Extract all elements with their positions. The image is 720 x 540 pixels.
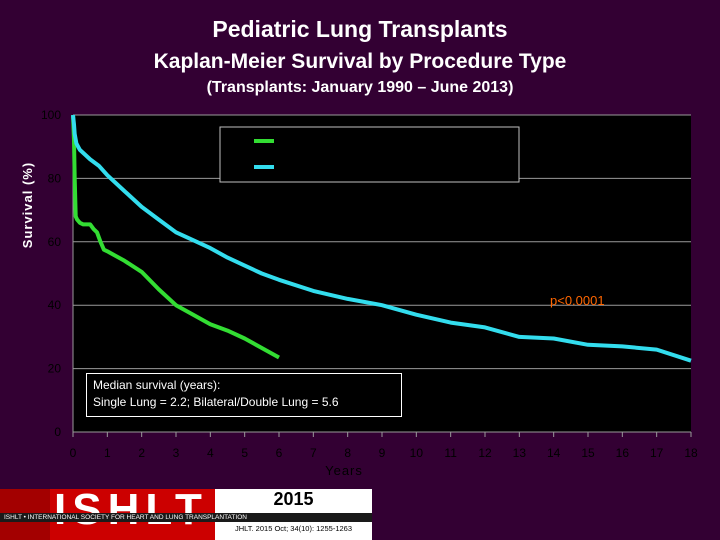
x-tick-label: 12 bbox=[478, 446, 492, 460]
y-tick-label: 100 bbox=[41, 108, 61, 122]
y-tick-label: 0 bbox=[54, 425, 61, 439]
survival-line bbox=[71, 114, 692, 363]
ishlt-logo-text: ISHLT bbox=[54, 489, 208, 534]
footer-year: 2015 bbox=[273, 489, 314, 509]
x-tick-label: 3 bbox=[173, 446, 180, 460]
x-tick-label: 7 bbox=[310, 446, 317, 460]
x-tick-label: 6 bbox=[276, 446, 283, 460]
x-tick-label: 1 bbox=[104, 446, 111, 460]
y-tick-label: 80 bbox=[48, 171, 62, 185]
median-survival-values: Single Lung = 2.2; Bilateral/Double Lung… bbox=[93, 395, 339, 409]
footer-citation: JHLT. 2015 Oct; 34(10): 1255-1263 bbox=[234, 524, 352, 533]
x-tick-label: 5 bbox=[241, 446, 248, 460]
x-tick-label: 2 bbox=[138, 446, 145, 460]
median-survival-title: Median survival (years): bbox=[93, 378, 221, 392]
x-tick-label: 8 bbox=[344, 446, 351, 460]
x-tick-label: 13 bbox=[513, 446, 527, 460]
y-tick-label: 20 bbox=[48, 362, 62, 376]
x-tick-label: 18 bbox=[684, 446, 698, 460]
y-tick-label: 40 bbox=[48, 298, 62, 312]
chart-subtitle: Kaplan-Meier Survival by Procedure Type bbox=[153, 50, 567, 73]
p-value-annotation: p<0.0001 bbox=[550, 293, 605, 308]
chart-title: Pediatric Lung Transplants bbox=[212, 16, 508, 42]
chart-date-range: (Transplants: January 1990 – June 2013) bbox=[206, 79, 514, 96]
x-tick-label: 15 bbox=[581, 446, 595, 460]
x-tick-label: 17 bbox=[650, 446, 664, 460]
x-tick-label: 11 bbox=[444, 446, 457, 460]
survival-line bbox=[71, 114, 280, 360]
x-tick-label: 0 bbox=[70, 446, 77, 460]
x-tick-label: 16 bbox=[616, 446, 630, 460]
median-survival-box: Median survival (years): Single Lung = 2… bbox=[86, 373, 402, 417]
x-tick-label: 9 bbox=[379, 446, 386, 460]
x-tick-label: 14 bbox=[547, 446, 561, 460]
legend-box bbox=[219, 126, 520, 183]
y-tick-label: 60 bbox=[48, 235, 62, 249]
x-tick-label: 10 bbox=[410, 446, 424, 460]
org-name-strip: ISHLT • INTERNATIONAL SOCIETY FOR HEART … bbox=[0, 513, 372, 522]
footer: ISHLT 2015 JHLT. 2015 Oct; 34(10): 1255-… bbox=[0, 489, 372, 540]
x-axis-label: Years bbox=[325, 463, 363, 478]
x-tick-label: 4 bbox=[207, 446, 214, 460]
y-axis-label: Survival (%) bbox=[20, 161, 35, 249]
